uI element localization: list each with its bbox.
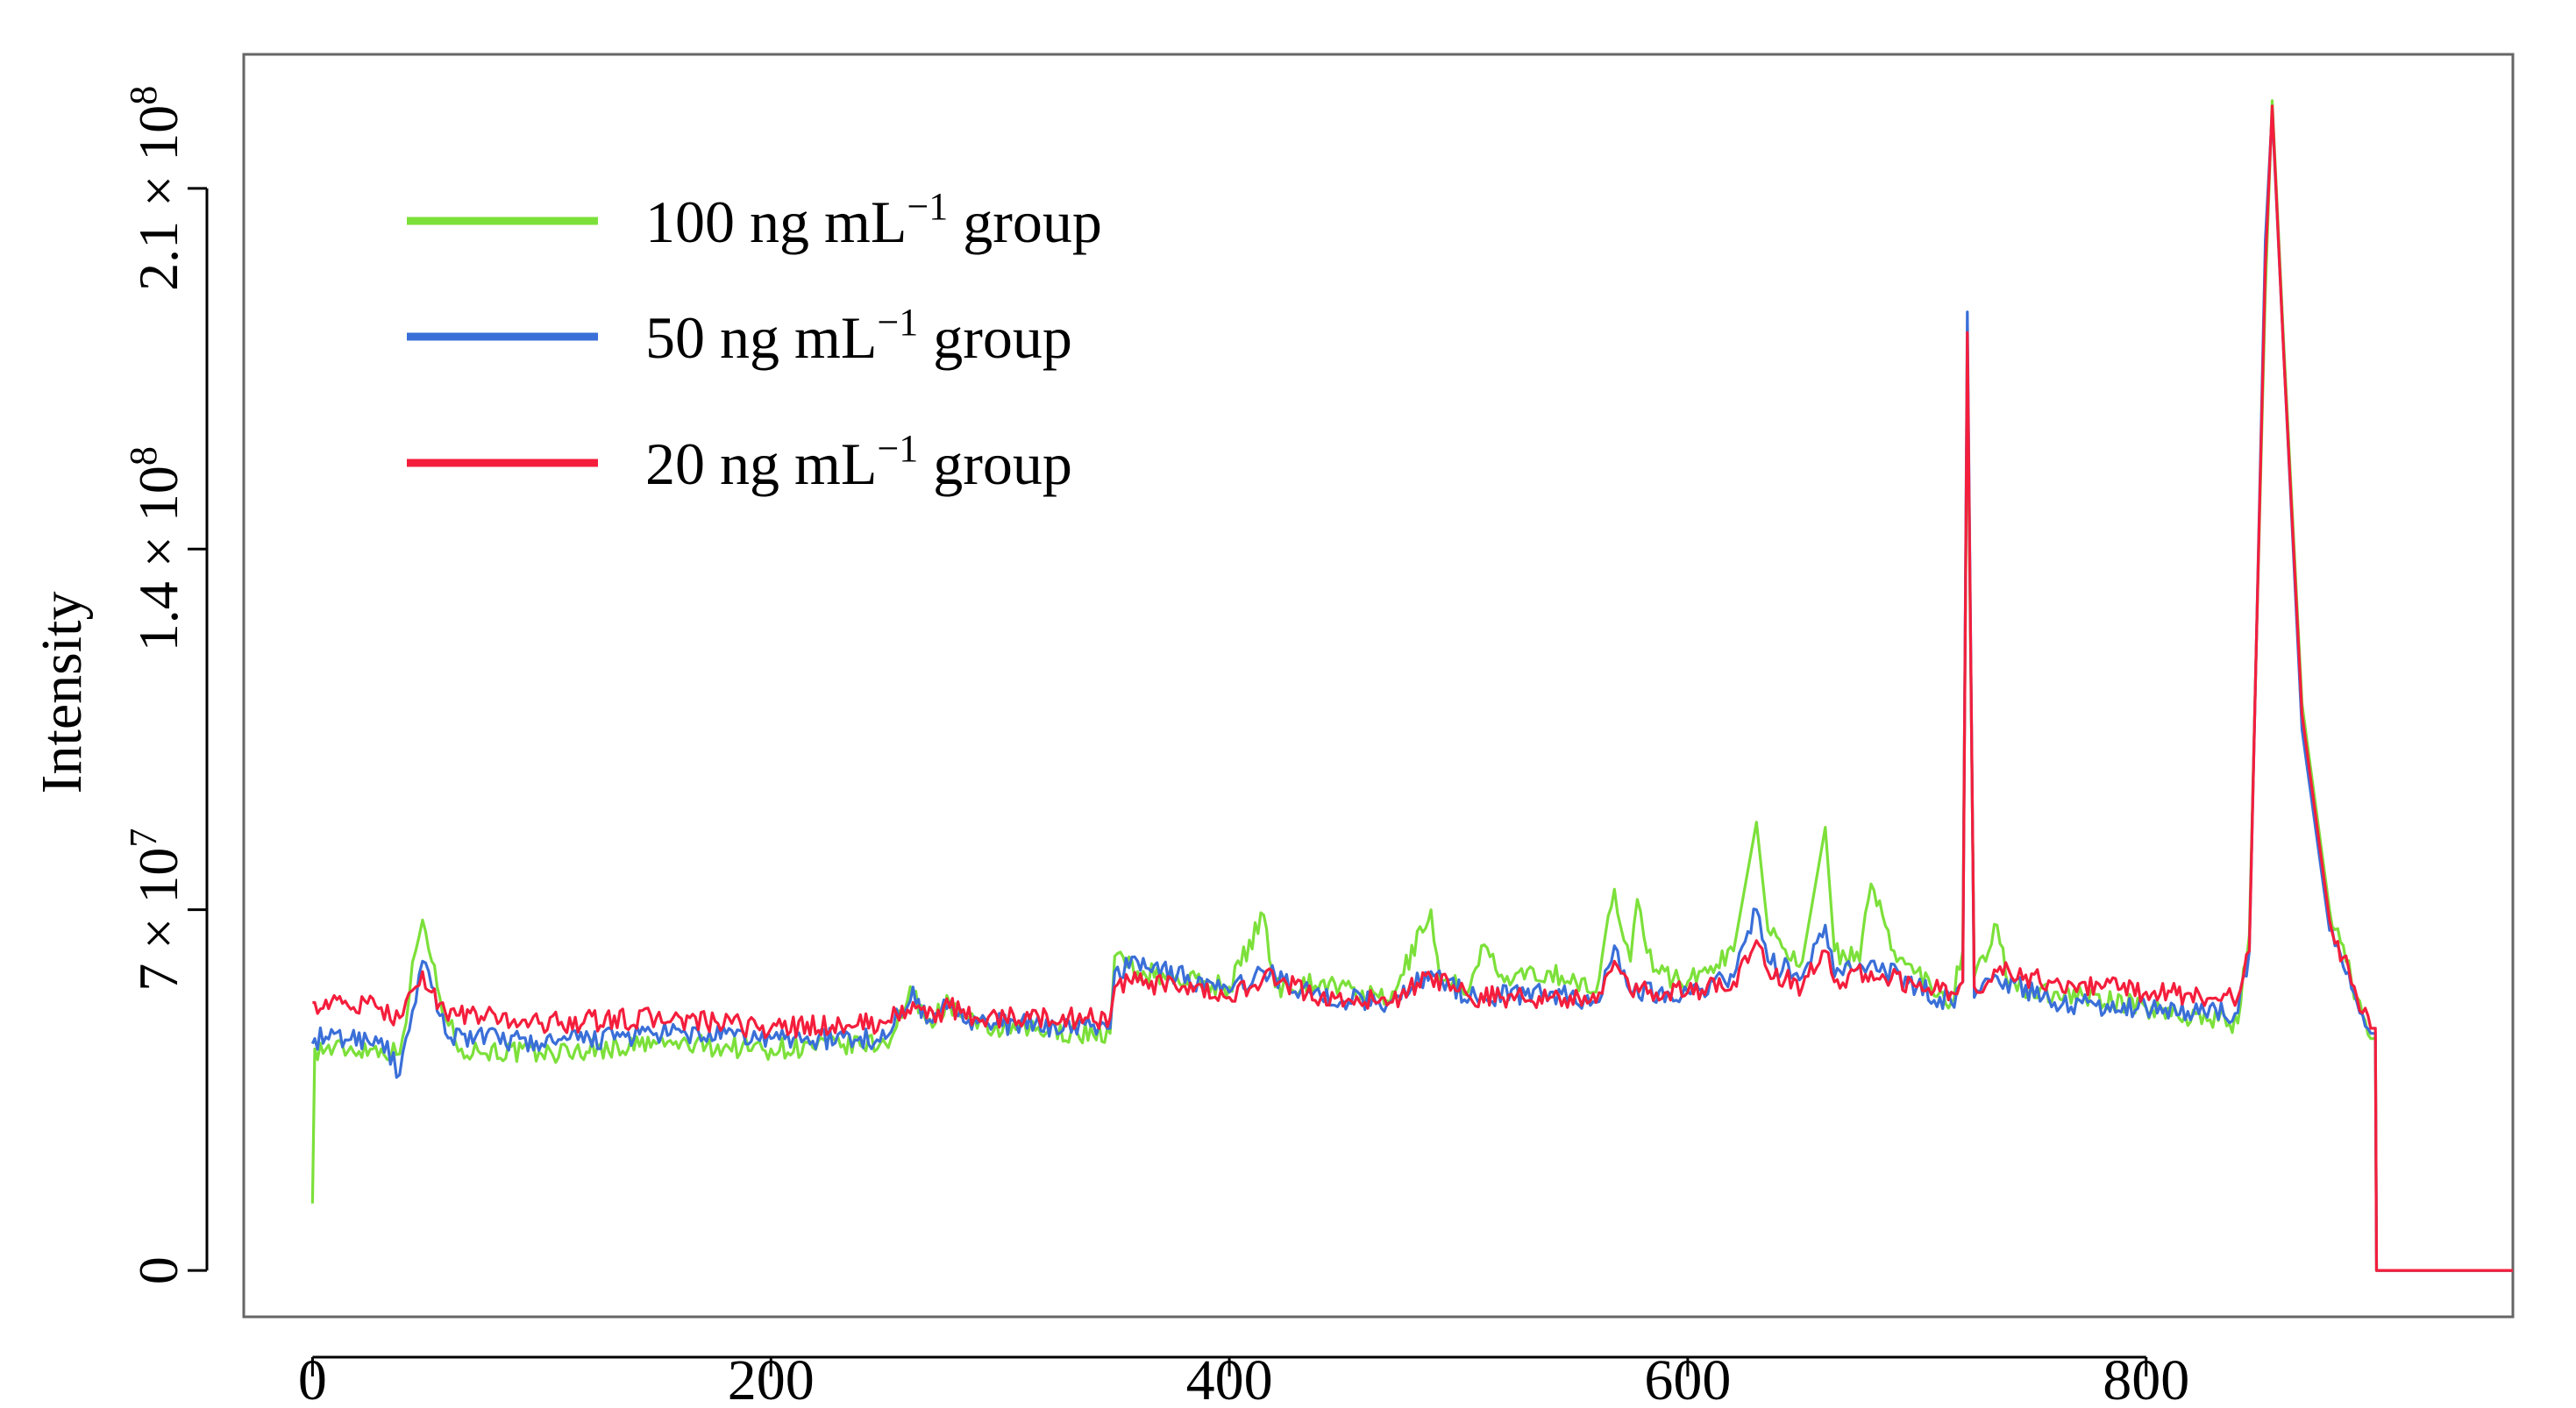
x-tick-label: 0 <box>298 1348 327 1408</box>
legend-label-1: 100 ng mL−1 group <box>645 185 1102 255</box>
x-tick-label: 400 <box>1186 1348 1273 1408</box>
y-tick-label: 0 <box>127 1256 189 1284</box>
series-layer <box>310 99 2513 1272</box>
x-tick-label: 600 <box>1644 1348 1731 1408</box>
x-tick-label: 200 <box>728 1348 815 1408</box>
y-axis-label: Intensity <box>30 592 94 794</box>
y-tick-label: 2.1 × 108 <box>122 86 189 291</box>
legend: 100 ng mL−1 group 50 ng mL−1 group 20 ng m… <box>407 185 1102 497</box>
x-tick-label: 800 <box>2103 1348 2189 1408</box>
y-tick-label: 7 × 107 <box>122 828 189 992</box>
legend-label-2: 50 ng mL−1 group <box>645 301 1072 371</box>
plot-frame <box>242 53 2515 1319</box>
legend-label-3: 20 ng mL−1 group <box>645 427 1072 497</box>
series-line-2 <box>310 110 2513 1272</box>
series-line-3 <box>312 104 2513 1272</box>
x-axis: 0 200 400 600 800 <box>298 1348 2189 1408</box>
y-tick-label: 1.4 × 108 <box>122 446 189 651</box>
y-axis: 0 7 × 107 1.4 × 108 2.1 × 108 <box>122 86 209 1284</box>
series-line-1 <box>310 99 2513 1272</box>
